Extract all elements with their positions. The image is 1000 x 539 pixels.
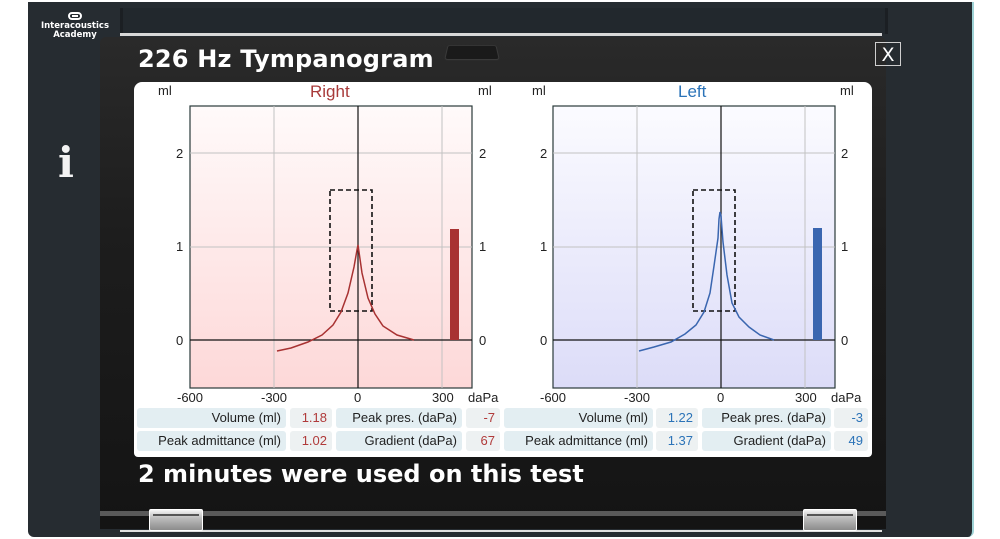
top-divider — [120, 33, 882, 36]
right-x-unit: daPa — [468, 390, 499, 405]
left-ytick-1: 1 — [540, 239, 548, 254]
left-volume-value: 1.22 — [656, 408, 698, 428]
right-volume-label: Volume (ml) — [137, 408, 286, 428]
left-gradient-label: Gradient (daPa) — [702, 431, 831, 451]
right-ytick-2-right: 2 — [479, 146, 487, 161]
left-ytick-0-right: 0 — [841, 333, 849, 348]
right-ytick-1-right: 1 — [479, 239, 487, 254]
laptop-base-line — [120, 530, 882, 532]
logo-line-1: Interacoustics — [40, 21, 110, 31]
left-x-unit: daPa — [831, 390, 862, 405]
left-ytick-0: 0 — [540, 333, 548, 348]
right-xtick-0: 0 — [354, 390, 362, 405]
right-volume-value: 1.18 — [290, 408, 332, 428]
left-xtick-300: 300 — [795, 390, 817, 405]
left-volume-label: Volume (ml) — [504, 408, 653, 428]
left-peak-admittance-label: Peak admittance (ml) — [504, 431, 653, 451]
time-used-message: 2 minutes were used on this test — [138, 460, 584, 488]
info-icon[interactable]: i — [58, 138, 74, 187]
right-xtick-neg300: -300 — [261, 390, 288, 405]
right-xtick-300: 300 — [432, 390, 454, 405]
hinge-left-icon — [149, 509, 203, 531]
right-peak-admittance-value: 1.02 — [290, 431, 332, 451]
left-y-unit-left: ml — [532, 83, 546, 98]
right-peak-pres-label: Peak pres. (daPa) — [336, 408, 462, 428]
logo-line-2: Academy — [53, 30, 97, 40]
right-ytick-2: 2 — [176, 146, 184, 161]
left-peak-pres-label: Peak pres. (daPa) — [702, 408, 831, 428]
left-y-unit-right: ml — [840, 83, 854, 98]
hinge-right-icon — [803, 509, 857, 531]
left-xtick-neg300: -300 — [624, 390, 651, 405]
close-button[interactable]: X — [875, 42, 901, 66]
left-xtick-neg600: -600 — [540, 390, 567, 405]
left-ytick-2: 2 — [540, 146, 548, 161]
left-xtick-0: 0 — [717, 390, 725, 405]
left-gradient-value: 49 — [834, 431, 868, 451]
left-peak-admittance-value: 1.37 — [656, 431, 698, 451]
left-peak-pres-value: -3 — [834, 408, 868, 428]
left-tympanogram-plot — [552, 105, 836, 389]
left-ytick-1-right: 1 — [841, 239, 849, 254]
interacoustics-academy-logo: Interacoustics Academy — [30, 12, 120, 40]
laptop-base-strip — [100, 511, 886, 516]
right-y-unit-left: ml — [158, 83, 172, 98]
right-ytick-0-right: 0 — [479, 333, 487, 348]
right-peak-pres-value: -7 — [466, 408, 500, 428]
right-y-unit-right: ml — [478, 83, 492, 98]
left-ytick-2-right: 2 — [841, 146, 849, 161]
logo-icon — [68, 12, 82, 20]
right-gradient-value: 67 — [466, 431, 500, 451]
left-ear-title: Left — [678, 82, 707, 101]
right-tympanogram-plot — [189, 105, 473, 389]
right-peak-admittance-label: Peak admittance (ml) — [137, 431, 286, 451]
right-gradient-label: Gradient (daPa) — [336, 431, 462, 451]
right-xtick-neg600: -600 — [177, 390, 204, 405]
right-ytick-1: 1 — [176, 239, 184, 254]
webcam-icon — [444, 44, 500, 61]
right-ytick-0: 0 — [176, 333, 184, 348]
right-ear-title: Right — [310, 82, 350, 101]
page-title: 226 Hz Tympanogram — [138, 45, 434, 73]
top-bar — [120, 8, 888, 34]
